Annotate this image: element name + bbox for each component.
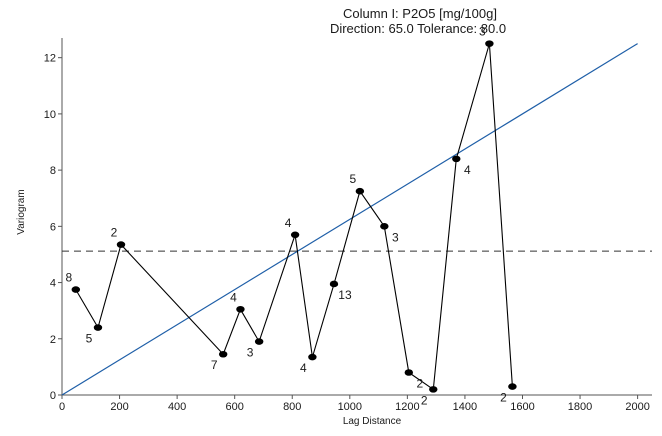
pair-count-label: 4 <box>464 163 471 177</box>
x-axis: 0 200 400 600 800 1000 1200 1400 1600 1800 2000 <box>59 394 652 413</box>
x-tick-label: 800 <box>283 401 301 413</box>
pair-count-label: 4 <box>230 290 237 304</box>
x-tick-label: 1400 <box>453 401 477 413</box>
experimental-variogram-line <box>75 43 513 391</box>
pair-count-label: 4 <box>300 361 307 375</box>
y-tick-label: 4 <box>50 278 56 290</box>
data-point <box>404 369 414 376</box>
y-axis: 0 2 4 6 8 10 12 <box>44 38 63 402</box>
data-point <box>485 40 494 47</box>
pair-count-label: 2 <box>500 391 507 405</box>
chart-title-line-1: Column I: P2O5 [mg/100g] <box>343 6 497 21</box>
data-point <box>290 231 300 239</box>
x-tick-label: 1600 <box>510 401 534 413</box>
data-point <box>355 187 365 195</box>
data-points-layer <box>71 40 517 393</box>
x-tick-label: 600 <box>226 401 244 413</box>
experimental-series-layer <box>75 43 513 391</box>
x-tick-label: 2000 <box>625 401 649 413</box>
pair-count-label: 3 <box>247 346 254 360</box>
y-tick-label: 10 <box>44 109 56 121</box>
model-line <box>61 43 638 396</box>
data-point <box>508 383 517 390</box>
data-point <box>380 223 389 230</box>
data-point <box>452 155 461 163</box>
data-point <box>308 353 317 361</box>
model-line-layer <box>61 43 638 396</box>
x-tick-label: 1200 <box>395 401 419 413</box>
data-point <box>429 386 438 393</box>
x-tick-label: 1800 <box>568 401 592 413</box>
pair-count-label: 2 <box>416 377 423 391</box>
data-labels-layer: 8 5 2 7 4 3 4 4 13 5 3 2 2 4 3 2 <box>65 25 507 408</box>
y-tick-label: 8 <box>50 165 56 177</box>
data-point <box>71 286 81 293</box>
chart-title: Column I: P2O5 [mg/100g] Direction: 65.0… <box>330 6 506 36</box>
data-point <box>116 241 126 248</box>
pair-count-label: 7 <box>211 358 218 372</box>
y-tick-label: 0 <box>50 390 56 402</box>
data-point <box>329 280 339 288</box>
data-point <box>236 305 245 313</box>
pair-count-label: 3 <box>479 25 486 39</box>
x-tick-label: 0 <box>59 401 65 413</box>
pair-count-label: 5 <box>350 172 357 186</box>
y-tick-label: 6 <box>50 221 56 233</box>
x-tick-label: 400 <box>168 401 186 413</box>
pair-count-label: 8 <box>65 271 72 285</box>
pair-count-label: 2 <box>111 226 118 240</box>
pair-count-label: 13 <box>338 288 352 302</box>
data-point <box>93 324 103 331</box>
pair-count-label: 5 <box>86 332 93 346</box>
chart-title-line-2: Direction: 65.0 Tolerance: 80.0 <box>330 21 506 36</box>
x-tick-label: 1000 <box>338 401 362 413</box>
x-axis-title: Lag Distance <box>343 416 402 427</box>
y-tick-label: 2 <box>50 334 56 346</box>
pair-count-label: 4 <box>285 216 292 230</box>
pair-count-label: 3 <box>392 230 399 244</box>
x-tick-label: 200 <box>110 401 128 413</box>
data-point <box>254 338 264 345</box>
data-point <box>218 350 228 358</box>
y-tick-label: 12 <box>44 53 56 65</box>
y-axis-title: Variogram <box>16 189 27 234</box>
pair-count-label: 2 <box>421 393 428 407</box>
